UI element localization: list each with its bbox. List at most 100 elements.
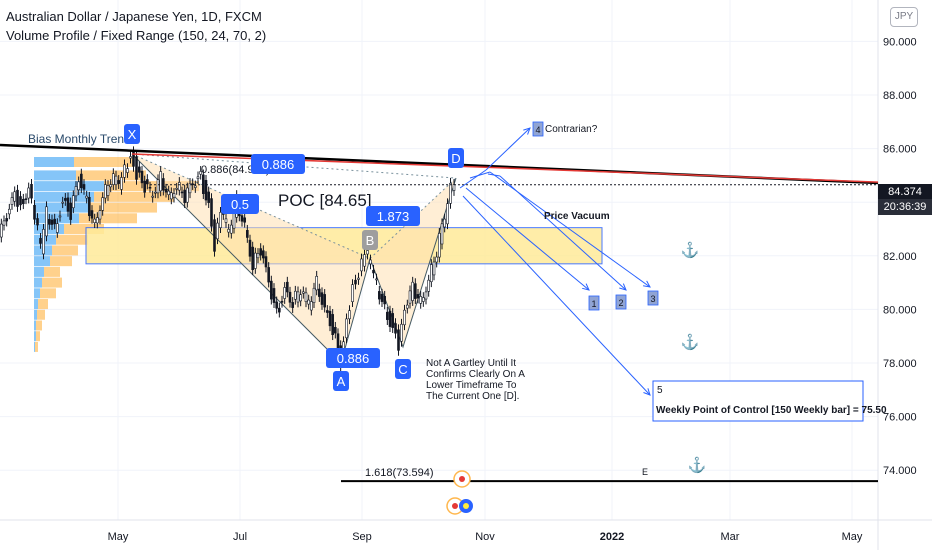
candle-body	[406, 304, 409, 309]
candle-body	[294, 290, 297, 300]
candle-body	[216, 222, 219, 240]
pattern-point-badge	[333, 371, 349, 391]
volume-profile-bar	[52, 245, 78, 256]
candle-body	[74, 186, 78, 197]
volume-profile-bar	[34, 256, 50, 267]
candle-body	[427, 279, 430, 292]
candle-body	[180, 191, 184, 194]
candle-body	[16, 189, 19, 207]
target-label: 3	[650, 294, 655, 304]
volume-profile-bar	[44, 266, 60, 277]
candle-body	[8, 208, 11, 215]
volume-profile-bar	[34, 266, 44, 277]
candle-body	[351, 284, 354, 302]
candle-body	[50, 219, 54, 225]
y-tick-label: 74.000	[883, 465, 917, 477]
candle-body	[363, 254, 366, 267]
volume-profile-bar	[34, 288, 40, 299]
volume-profile-bar	[34, 157, 74, 167]
candle-body	[272, 288, 276, 303]
candle-body	[345, 318, 348, 339]
candle-body	[296, 291, 300, 303]
candle-body	[104, 184, 107, 199]
x-tick-label: Jul	[233, 531, 247, 543]
candle-body	[213, 219, 216, 252]
currency-badge[interactable]: JPY	[890, 7, 918, 27]
volume-profile-bar	[34, 320, 36, 331]
volume-profile-bar	[36, 331, 40, 342]
ratio-label: 0.886	[262, 157, 295, 172]
candle-body	[224, 218, 228, 223]
candle-body	[435, 256, 438, 263]
event-marker-dot	[463, 503, 469, 509]
candle-body	[143, 180, 146, 193]
candle-body	[419, 296, 422, 304]
contrarian-label: Contrarian?	[545, 124, 598, 135]
candle-body	[288, 291, 292, 303]
candle-body	[170, 192, 173, 200]
candle-body	[267, 267, 270, 283]
candle-body	[164, 188, 168, 193]
volume-profile-bar	[94, 191, 174, 202]
candle-body	[291, 302, 294, 308]
target-box	[615, 294, 627, 310]
candle-body	[259, 248, 262, 256]
volume-profile-bar	[34, 170, 76, 181]
volume-profile-bar	[34, 191, 94, 202]
candle-body	[375, 278, 378, 281]
volume-profile-bar	[34, 331, 36, 342]
pattern-point-label: D	[451, 151, 460, 166]
candle-body	[246, 230, 249, 238]
volume-profile-bar	[40, 288, 56, 299]
candle-body	[299, 294, 302, 302]
volume-profile-bar	[34, 213, 79, 224]
candle-body	[307, 299, 310, 305]
candle-body	[275, 301, 278, 309]
candle-body	[10, 197, 14, 205]
candle-body	[30, 184, 33, 199]
candle-body	[230, 224, 233, 234]
candle-body	[114, 175, 118, 186]
anchor-icon: ⚓	[681, 333, 700, 351]
candle-body	[391, 313, 394, 328]
target-label: 4	[535, 125, 540, 135]
candle-body	[302, 291, 305, 294]
candle-body	[66, 197, 70, 212]
projection-arrow	[499, 175, 627, 291]
candle-body	[411, 281, 414, 301]
target-label: 1	[591, 299, 596, 309]
candle-body	[146, 179, 149, 185]
pattern-bcd	[370, 178, 456, 347]
e-label: E	[642, 467, 648, 477]
candle-body	[452, 184, 456, 191]
ratio-label: 1.873	[377, 209, 410, 224]
y-tick-label: 86.000	[883, 144, 917, 156]
candle-body	[416, 294, 420, 299]
pattern-point-badge	[448, 148, 464, 168]
pattern-point-label: C	[398, 362, 407, 377]
anchor-icon: ⚓	[688, 456, 707, 474]
candle-body	[98, 210, 102, 220]
candle-body	[207, 191, 210, 203]
candle-body	[56, 223, 59, 233]
candle-body	[243, 217, 246, 223]
pattern-xab	[132, 153, 370, 363]
candle-body	[372, 269, 375, 274]
candle-body	[72, 195, 75, 209]
weekly-poc-box	[652, 380, 864, 422]
candle-body	[85, 195, 88, 199]
candle-body	[334, 327, 337, 334]
candle-body	[186, 187, 189, 203]
candle-body	[0, 223, 3, 238]
candle-body	[138, 166, 141, 173]
last-price-label: 84.374	[878, 184, 932, 200]
arrow-head	[619, 283, 627, 291]
candle-body	[443, 218, 446, 228]
candle-body	[286, 281, 289, 293]
candle-body	[318, 288, 321, 297]
candle-body	[188, 183, 192, 194]
note-line: Lower Timeframe To	[426, 380, 517, 391]
fib1618-label: 1.618(73.594)	[365, 467, 434, 479]
candle-body	[22, 198, 25, 205]
